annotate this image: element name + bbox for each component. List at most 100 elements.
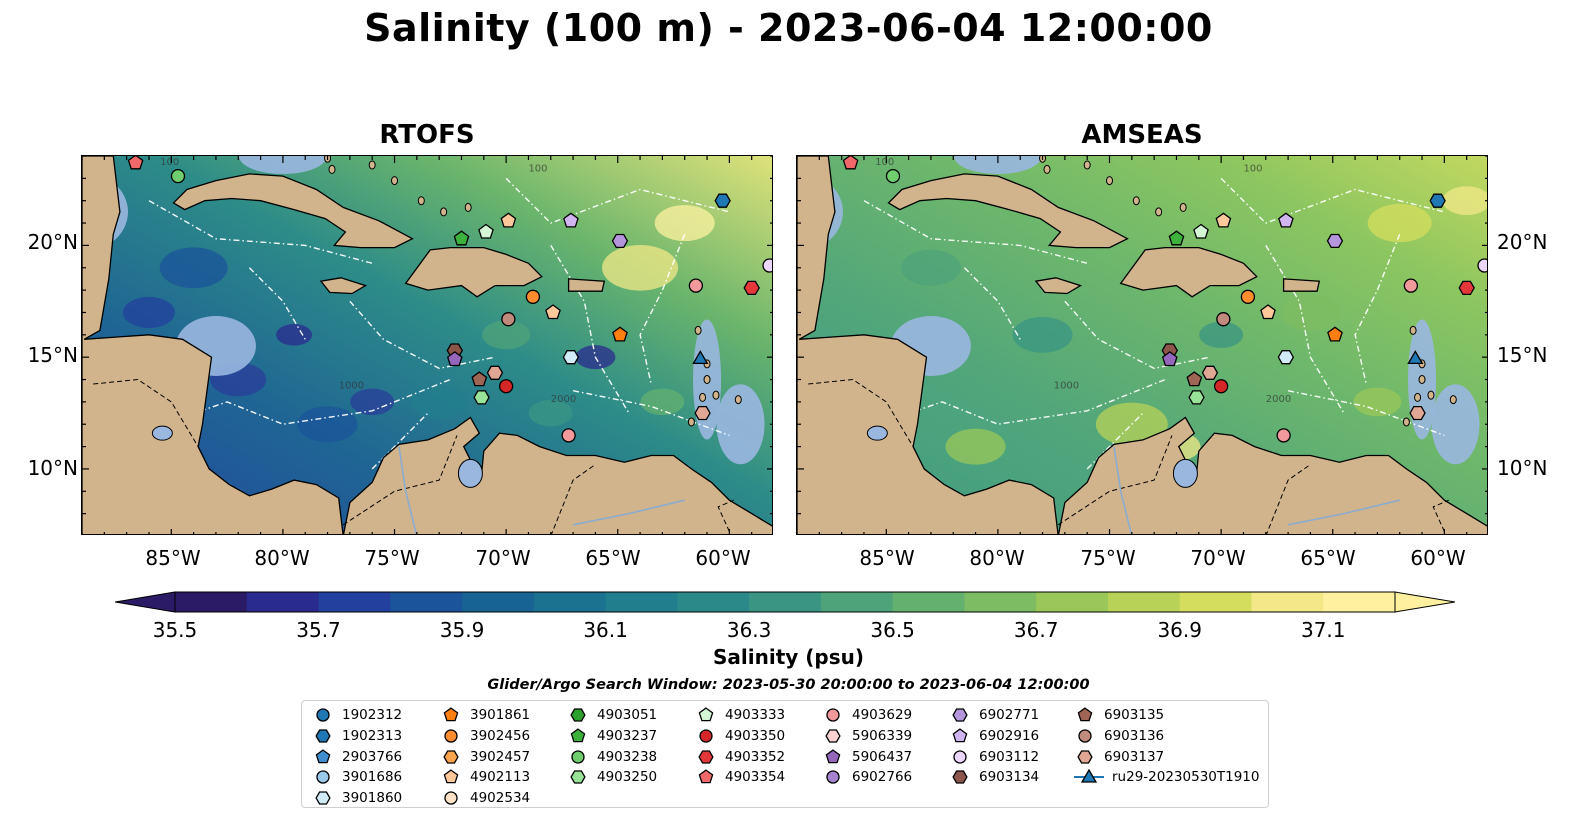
- float-marker-1902313: [714, 193, 731, 208]
- float-marker-4903250: [1188, 390, 1205, 405]
- legend-item-6903135: 6903135: [1074, 705, 1259, 726]
- float-marker-4903629: [1276, 428, 1291, 443]
- float-marker-4903333: [1193, 223, 1209, 239]
- island: [712, 390, 720, 400]
- legend-column: 6902771 6902916 6903112 6903134: [949, 705, 1039, 788]
- float-marker-4903350: [1213, 379, 1229, 394]
- legend-label: 2903766: [342, 748, 403, 765]
- legend-item-1902312: 1902312: [312, 705, 402, 726]
- lon-label-right-75w: 75°W: [1080, 546, 1136, 570]
- legend-label: 6903112: [979, 748, 1040, 765]
- legend-circle-icon: [444, 729, 458, 743]
- lon-label-right-65w: 65°W: [1300, 546, 1356, 570]
- legend-column: 4903333 4903350 4903352 4903354: [695, 705, 785, 788]
- island: [734, 395, 742, 405]
- island: [440, 207, 448, 217]
- colorbar-tick-label: 37.1: [1300, 618, 1346, 642]
- legend-circle-icon: [953, 750, 967, 764]
- lat-label-left-10n: 10°N: [27, 456, 78, 480]
- float-marker-4903250: [473, 390, 490, 405]
- float-marker-4902113: [500, 212, 517, 228]
- legend-item-ru29-20230530T1910: ru29-20230530T1910: [1074, 767, 1259, 788]
- contour-label: 100: [1243, 164, 1262, 175]
- lake-nicaragua: [866, 425, 888, 441]
- float-marker-6903135: [1186, 371, 1203, 387]
- lon-label-left-75w: 75°W: [364, 546, 420, 570]
- island: [417, 196, 425, 206]
- island: [464, 202, 472, 212]
- legend-label: 6902766: [852, 769, 913, 786]
- contour-label: 2000: [551, 394, 576, 405]
- colorbar-segment: [605, 592, 678, 612]
- legend-label: 3902456: [470, 728, 531, 745]
- map-svg-rtofs[interactable]: 100 1000 2000 100: [82, 156, 773, 535]
- colorbar-tick-label: 36.3: [726, 618, 772, 642]
- map-panel-rtofs[interactable]: 100 1000 2000 100: [81, 155, 773, 535]
- island: [368, 160, 376, 170]
- float-marker-6903135: [471, 371, 488, 387]
- lon-label-right-80w: 80°W: [969, 546, 1025, 570]
- lon-label-left-70w: 70°W: [475, 546, 531, 570]
- panel-title-amseas: AMSEAS: [1081, 120, 1203, 150]
- lon-label-left-85w: 85°W: [145, 546, 201, 570]
- eez-boundary-line: [1220, 177, 1445, 224]
- cuba-land: [172, 173, 414, 249]
- contour-label: 1000: [1054, 380, 1079, 391]
- eez-boundary-line: [349, 300, 496, 370]
- legend-label: 1902312: [342, 707, 403, 724]
- island: [328, 164, 336, 174]
- eez-boundary-line: [550, 245, 630, 414]
- lat-label-right-15n: 15°N: [1497, 343, 1548, 367]
- glider-marker-ru29-20230530T1910: [1407, 350, 1424, 365]
- legend-item-3902456: 3902456: [440, 726, 530, 747]
- float-marker-4903237: [1168, 230, 1185, 246]
- legend-label: 4903352: [725, 748, 786, 765]
- country-border: [717, 499, 734, 532]
- colorbar-tick-label: 36.9: [1157, 618, 1202, 642]
- legend-item-4903333: 4903333: [695, 705, 785, 726]
- legend-item-5906339: 5906339: [822, 726, 912, 747]
- legend-label: 5906437: [852, 748, 913, 765]
- legend-label: 6902916: [979, 728, 1040, 745]
- river: [1113, 446, 1133, 534]
- legend-triangle-icon: [1080, 769, 1098, 784]
- legend-item-3901861: 3901861: [440, 705, 530, 726]
- map-svg-amseas[interactable]: 100 1000 2000 100: [797, 156, 1488, 535]
- colorbar-tick-label: 36.1: [583, 618, 628, 642]
- legend-label: 4903237: [597, 728, 658, 745]
- legend-item-4902113: 4902113: [440, 767, 530, 788]
- float-marker-3901861: [1327, 326, 1343, 342]
- map-panel-amseas[interactable]: 100 1000 2000 100: [796, 155, 1488, 535]
- float-marker-6903137: [486, 365, 504, 380]
- legend-item-6903134: 6903134: [949, 767, 1039, 788]
- island: [694, 325, 702, 335]
- colorbar-label: Salinity (psu): [712, 645, 864, 669]
- colorbar-tick-label: 35.9: [439, 618, 485, 642]
- colorbar-extend-high: [1394, 591, 1455, 613]
- colorbar-tick-label: 35.7: [296, 618, 341, 642]
- colorbar-tick-label: 36.7: [1013, 618, 1059, 642]
- float-legend: 1902312 1902313 2903766 3901686 3901860 39018…: [301, 700, 1269, 808]
- float-marker-3901861: [612, 326, 628, 342]
- eez-boundary-line: [639, 233, 686, 385]
- colorbar-segment: [1179, 592, 1252, 612]
- legend-label: 3901860: [342, 790, 403, 807]
- float-marker-4903350: [498, 379, 514, 394]
- legend-circle-icon: [571, 750, 585, 764]
- legend-label: 6903134: [979, 769, 1040, 786]
- legend-column: 4903051 4903237 4903238 4903250: [567, 705, 657, 788]
- eez-boundary-line: [572, 390, 730, 437]
- float-marker-4902113: [1260, 304, 1276, 320]
- legend-item-6902916: 6902916: [949, 726, 1039, 747]
- float-marker-4903354: [127, 156, 144, 170]
- river: [572, 499, 685, 526]
- float-marker-6903136: [501, 312, 516, 327]
- glider-marker-ru29-20230530T1910: [692, 350, 709, 365]
- legend-pentagon-icon: [1077, 707, 1093, 722]
- legend-circle-icon: [1078, 729, 1092, 743]
- float-marker-4903333: [478, 223, 494, 239]
- colorbar-extend-low: [115, 591, 176, 613]
- float-marker-4903238: [170, 168, 186, 184]
- float-marker-4903237: [453, 230, 470, 246]
- river: [398, 446, 418, 534]
